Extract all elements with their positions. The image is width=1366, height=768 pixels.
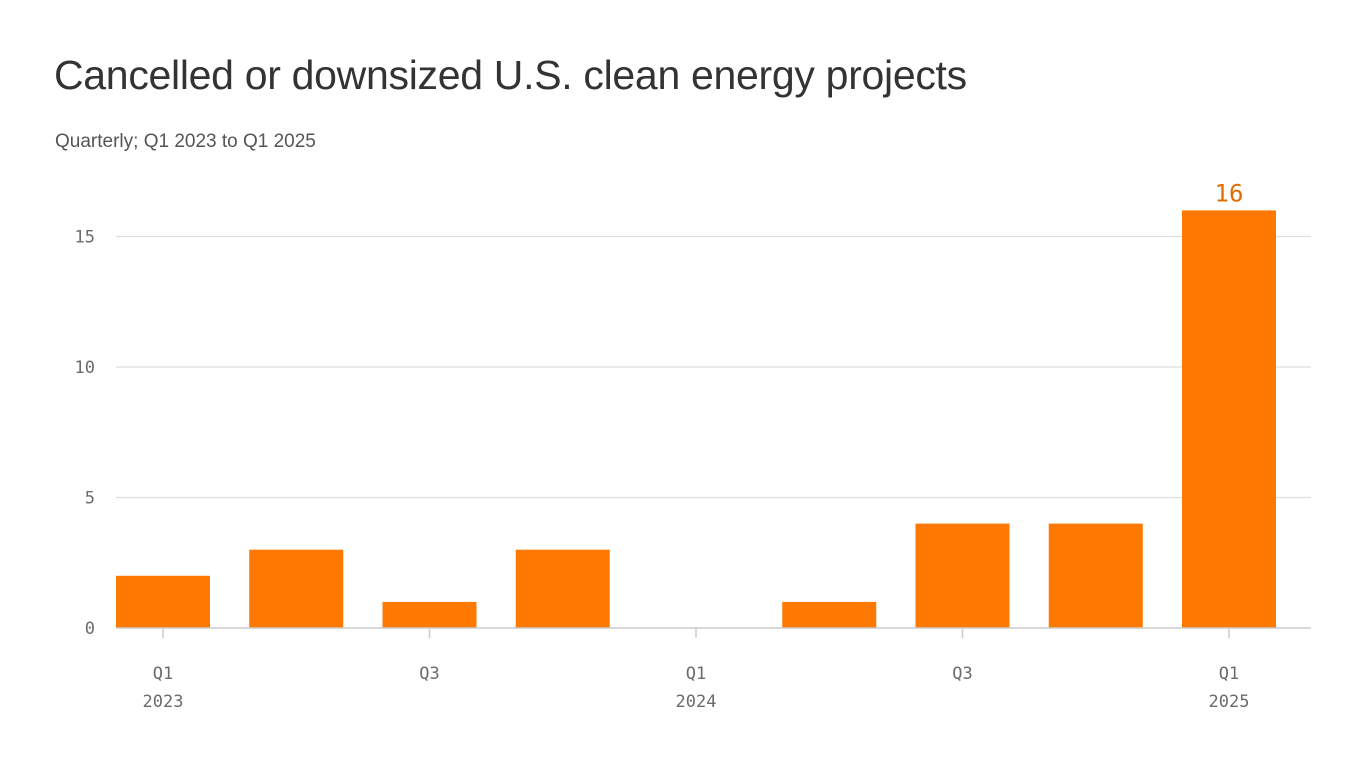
x-tick-label-quarter: Q1 bbox=[1219, 664, 1239, 684]
bar-q3-2024 bbox=[915, 523, 1010, 628]
bar-q4-2023 bbox=[515, 549, 610, 628]
x-tick-label-quarter: Q1 bbox=[153, 664, 173, 684]
bars bbox=[116, 210, 1276, 628]
y-axis-ticks: 0 5 10 15 bbox=[75, 228, 95, 640]
x-tick-label-quarter: Q3 bbox=[952, 664, 972, 684]
x-axis-ticks: Q1 2023 Q3 Q1 2024 Q3 Q1 2025 bbox=[143, 628, 1250, 712]
x-tick-label-quarter: Q3 bbox=[419, 664, 439, 684]
y-tick-label: 15 bbox=[75, 228, 95, 248]
x-tick-label-year: 2024 bbox=[676, 692, 717, 712]
bar-q3-2023 bbox=[382, 601, 477, 628]
chart-subtitle: Quarterly; Q1 2023 to Q1 2025 bbox=[55, 131, 316, 152]
chart-title: Cancelled or downsized U.S. clean energy… bbox=[54, 52, 967, 98]
gridlines bbox=[116, 235, 1311, 499]
y-tick-label: 5 bbox=[85, 489, 95, 509]
bar-q4-2024 bbox=[1048, 523, 1143, 628]
x-tick-label-quarter: Q1 bbox=[686, 664, 706, 684]
y-tick-label: 0 bbox=[85, 619, 95, 639]
data-labels: 16 bbox=[1215, 179, 1244, 207]
data-label: 16 bbox=[1215, 179, 1244, 207]
bar-q1-2025 bbox=[1182, 210, 1276, 628]
bar-q2-2023 bbox=[249, 549, 344, 628]
x-tick-label-year: 2023 bbox=[143, 692, 184, 712]
bar-q1-2023 bbox=[116, 575, 210, 628]
y-tick-label: 10 bbox=[75, 358, 95, 378]
bar-q2-2024 bbox=[782, 601, 877, 628]
x-tick-label-year: 2025 bbox=[1209, 692, 1250, 712]
